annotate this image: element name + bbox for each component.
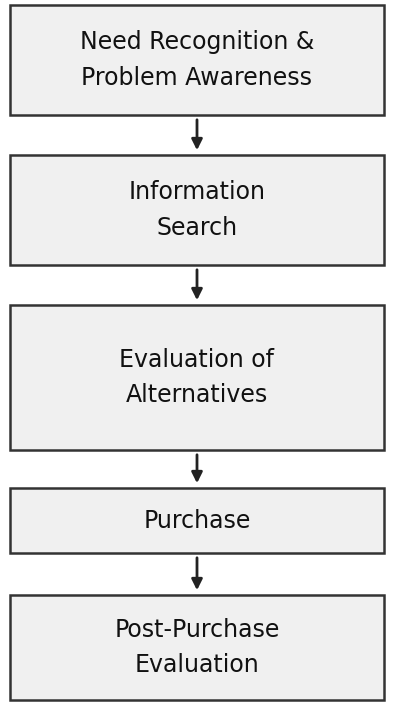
Bar (10, 5, 384, 115)
Text: Evaluation of
Alternatives: Evaluation of Alternatives (119, 347, 275, 407)
Bar (10, 155, 384, 265)
Text: Need Recognition &
Problem Awareness: Need Recognition & Problem Awareness (80, 30, 314, 90)
Text: Purchase: Purchase (143, 508, 251, 533)
Text: Post-Purchase
Evaluation: Post-Purchase Evaluation (114, 618, 280, 677)
Text: Information
Search: Information Search (128, 180, 266, 239)
Bar (10, 595, 384, 700)
Bar (10, 488, 384, 553)
Bar (10, 305, 384, 450)
